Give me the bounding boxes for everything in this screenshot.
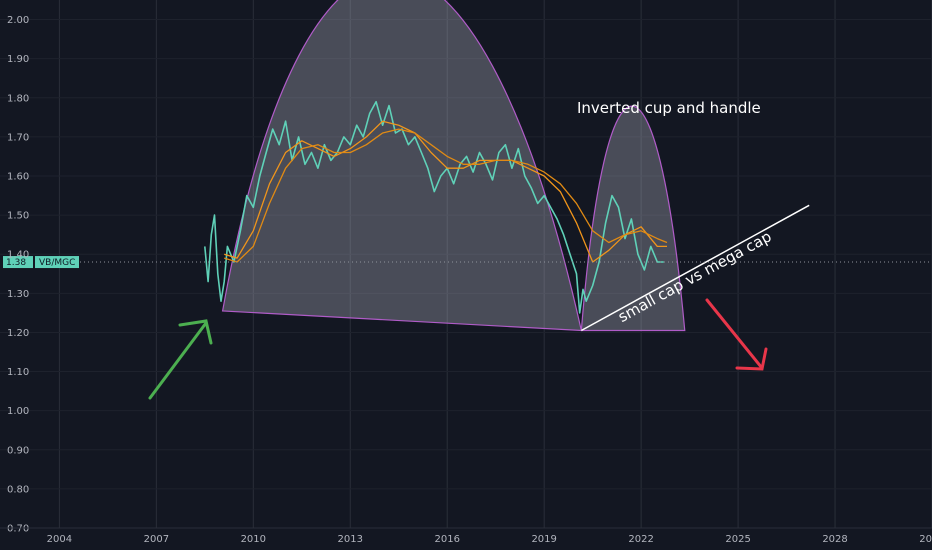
last-price-value-box bbox=[3, 256, 33, 269]
x-tick-label: 2022 bbox=[628, 534, 653, 545]
y-tick-label: 0.80 bbox=[7, 484, 29, 495]
y-tick-label: 1.10 bbox=[7, 367, 29, 378]
series-line-1 bbox=[204, 100, 664, 314]
y-tick-label: 0.70 bbox=[7, 524, 29, 535]
x-tick-label: 2031 bbox=[919, 534, 932, 545]
y-tick-label: 1.00 bbox=[7, 406, 29, 417]
handle-shape bbox=[580, 105, 686, 332]
trendline bbox=[580, 204, 810, 332]
x-tick-label: 2019 bbox=[531, 534, 556, 545]
x-tick-label: 2010 bbox=[241, 534, 266, 545]
grid-vertical bbox=[58, 0, 932, 528]
series-line-3 bbox=[224, 128, 668, 263]
x-axis-ticks: 2004 2007 2010 2013 2016 2019 2022 2025 2028 2031 bbox=[47, 534, 932, 545]
y-tick-label: 0.90 bbox=[7, 445, 29, 456]
y-tick-label: 1.50 bbox=[7, 211, 29, 222]
x-tick-label: 2016 bbox=[434, 534, 459, 545]
y-tick-label: 1.90 bbox=[7, 54, 29, 65]
x-tick-label: 2007 bbox=[144, 534, 169, 545]
symbol-box bbox=[35, 256, 79, 269]
inverted-cup-shape bbox=[221, 0, 583, 332]
series-layer bbox=[204, 100, 668, 314]
x-tick-label: 2028 bbox=[822, 534, 847, 545]
last-price-value: 1.38 bbox=[6, 258, 26, 268]
y-tick-label: 1.70 bbox=[7, 132, 29, 143]
red-down-arrow bbox=[705, 298, 768, 371]
y-tick-label: 1.60 bbox=[7, 172, 29, 183]
y-tick-label: 1.80 bbox=[7, 93, 29, 104]
y-axis-ticks: 0.70 0.80 0.90 1.00 1.10 1.20 1.30 1.40 1.50 1.60… bbox=[7, 15, 29, 534]
x-tick-label: 2013 bbox=[338, 534, 363, 545]
green-up-arrow bbox=[148, 319, 213, 400]
series-line-2 bbox=[224, 120, 667, 263]
chart-title: Inverted cup and handle bbox=[577, 99, 761, 117]
x-tick-label: 2004 bbox=[47, 534, 72, 545]
x-tick-label: 2025 bbox=[725, 534, 750, 545]
y-tick-label: 1.30 bbox=[7, 289, 29, 300]
last-price-badge: 1.38 VB/MGC bbox=[3, 256, 79, 269]
y-tick-label: 2.00 bbox=[7, 15, 29, 26]
symbol-label: VB/MGC bbox=[39, 258, 75, 268]
y-tick-label: 1.20 bbox=[7, 328, 29, 339]
y-tick-label: 1.40 bbox=[7, 250, 29, 261]
